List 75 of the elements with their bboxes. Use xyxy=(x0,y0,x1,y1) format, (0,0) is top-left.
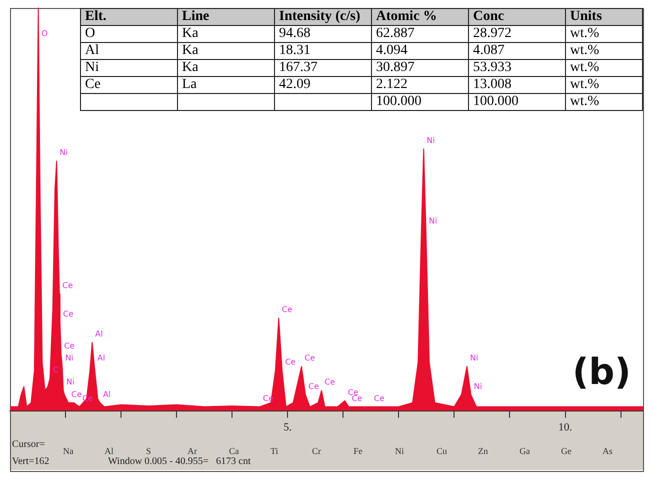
text: (b) xyxy=(572,352,631,393)
annotation: wt.% xyxy=(566,42,642,60)
annotation: Ce xyxy=(374,394,385,403)
annotation: wt.% xyxy=(566,76,642,94)
annotation: 42.09 xyxy=(274,76,372,94)
annotation: Ni xyxy=(66,378,75,387)
text: Ca xyxy=(229,446,239,456)
annotation: 18.31 xyxy=(274,42,372,60)
text: Fe xyxy=(354,446,362,456)
text: Window 0.005 - 40.955= 6173 cnt xyxy=(108,456,251,467)
annotation: Ni xyxy=(470,354,478,363)
annotation: O xyxy=(80,26,178,42)
x-tick-label: 10. xyxy=(558,421,572,434)
annotation: Ni xyxy=(428,216,438,226)
text: Al xyxy=(104,446,114,456)
annotation: Ni xyxy=(426,136,435,146)
text: Cu xyxy=(436,446,448,456)
annotation: 13.008 xyxy=(468,76,566,94)
annotation: 100.000 xyxy=(468,94,566,110)
annotation: Ni xyxy=(60,148,68,158)
annotation: Intensity (c/s) xyxy=(274,8,372,26)
annotation: Ce xyxy=(304,354,316,363)
text: Ti xyxy=(270,446,278,456)
annotation: Conc xyxy=(468,8,566,26)
text: Ga xyxy=(520,446,530,456)
annotation: Ni xyxy=(80,60,178,76)
text: As xyxy=(602,446,613,456)
annotation: Al xyxy=(97,354,106,363)
annotation: Ce xyxy=(64,341,75,350)
annotation: Al xyxy=(102,390,111,399)
annotation: Ce xyxy=(80,76,178,94)
annotation: Ka xyxy=(178,42,274,60)
annotation: C xyxy=(52,366,59,375)
annotation: 4.094 xyxy=(372,42,468,60)
annotation: Ce xyxy=(282,305,292,314)
annotation: Ni xyxy=(474,382,482,391)
annotation: wt.% xyxy=(566,94,642,110)
text: Ge xyxy=(561,446,572,456)
annotation: 62.887 xyxy=(372,26,468,42)
annotation: Atomic % xyxy=(372,8,468,26)
annotation: 2.122 xyxy=(372,76,468,94)
text: Na xyxy=(63,446,74,456)
annotation: 4.087 xyxy=(468,42,566,60)
annotation: Ce xyxy=(62,309,74,318)
text: Cr xyxy=(312,446,321,456)
annotation: 100.000 xyxy=(372,94,468,110)
text: S xyxy=(146,446,152,456)
text: Vert=162 xyxy=(12,456,50,467)
annotation: Ce xyxy=(71,390,82,399)
annotation: 53.933 xyxy=(468,60,566,76)
annotation: Ce xyxy=(324,378,336,387)
annotation: La xyxy=(178,76,274,94)
annotation: Units xyxy=(566,8,642,26)
annotation: Elt. xyxy=(80,8,178,26)
annotation: wt.% xyxy=(566,26,642,42)
annotation: O xyxy=(41,29,48,38)
text: Ni xyxy=(395,446,404,456)
annotation: Ce xyxy=(285,358,296,367)
annotation: Ka xyxy=(178,60,274,76)
x-tick-label: 5. xyxy=(284,421,292,434)
annotation: Ka xyxy=(178,26,274,42)
annotation: Line xyxy=(178,8,274,26)
annotation: Al xyxy=(80,42,178,60)
annotation: Ce xyxy=(62,281,74,290)
annotation: 30.897 xyxy=(372,60,468,76)
text: Cursor= xyxy=(12,439,45,450)
text: Ar xyxy=(188,446,197,456)
annotation: Al xyxy=(95,329,103,338)
annotation: 167.37 xyxy=(274,60,372,76)
text: Zn xyxy=(478,446,488,456)
annotation: 94.68 xyxy=(274,26,372,42)
annotation: 28.972 xyxy=(468,26,566,42)
annotation: Ce xyxy=(308,382,319,391)
annotation: Ni xyxy=(65,354,74,363)
annotation: wt.% xyxy=(566,60,642,76)
